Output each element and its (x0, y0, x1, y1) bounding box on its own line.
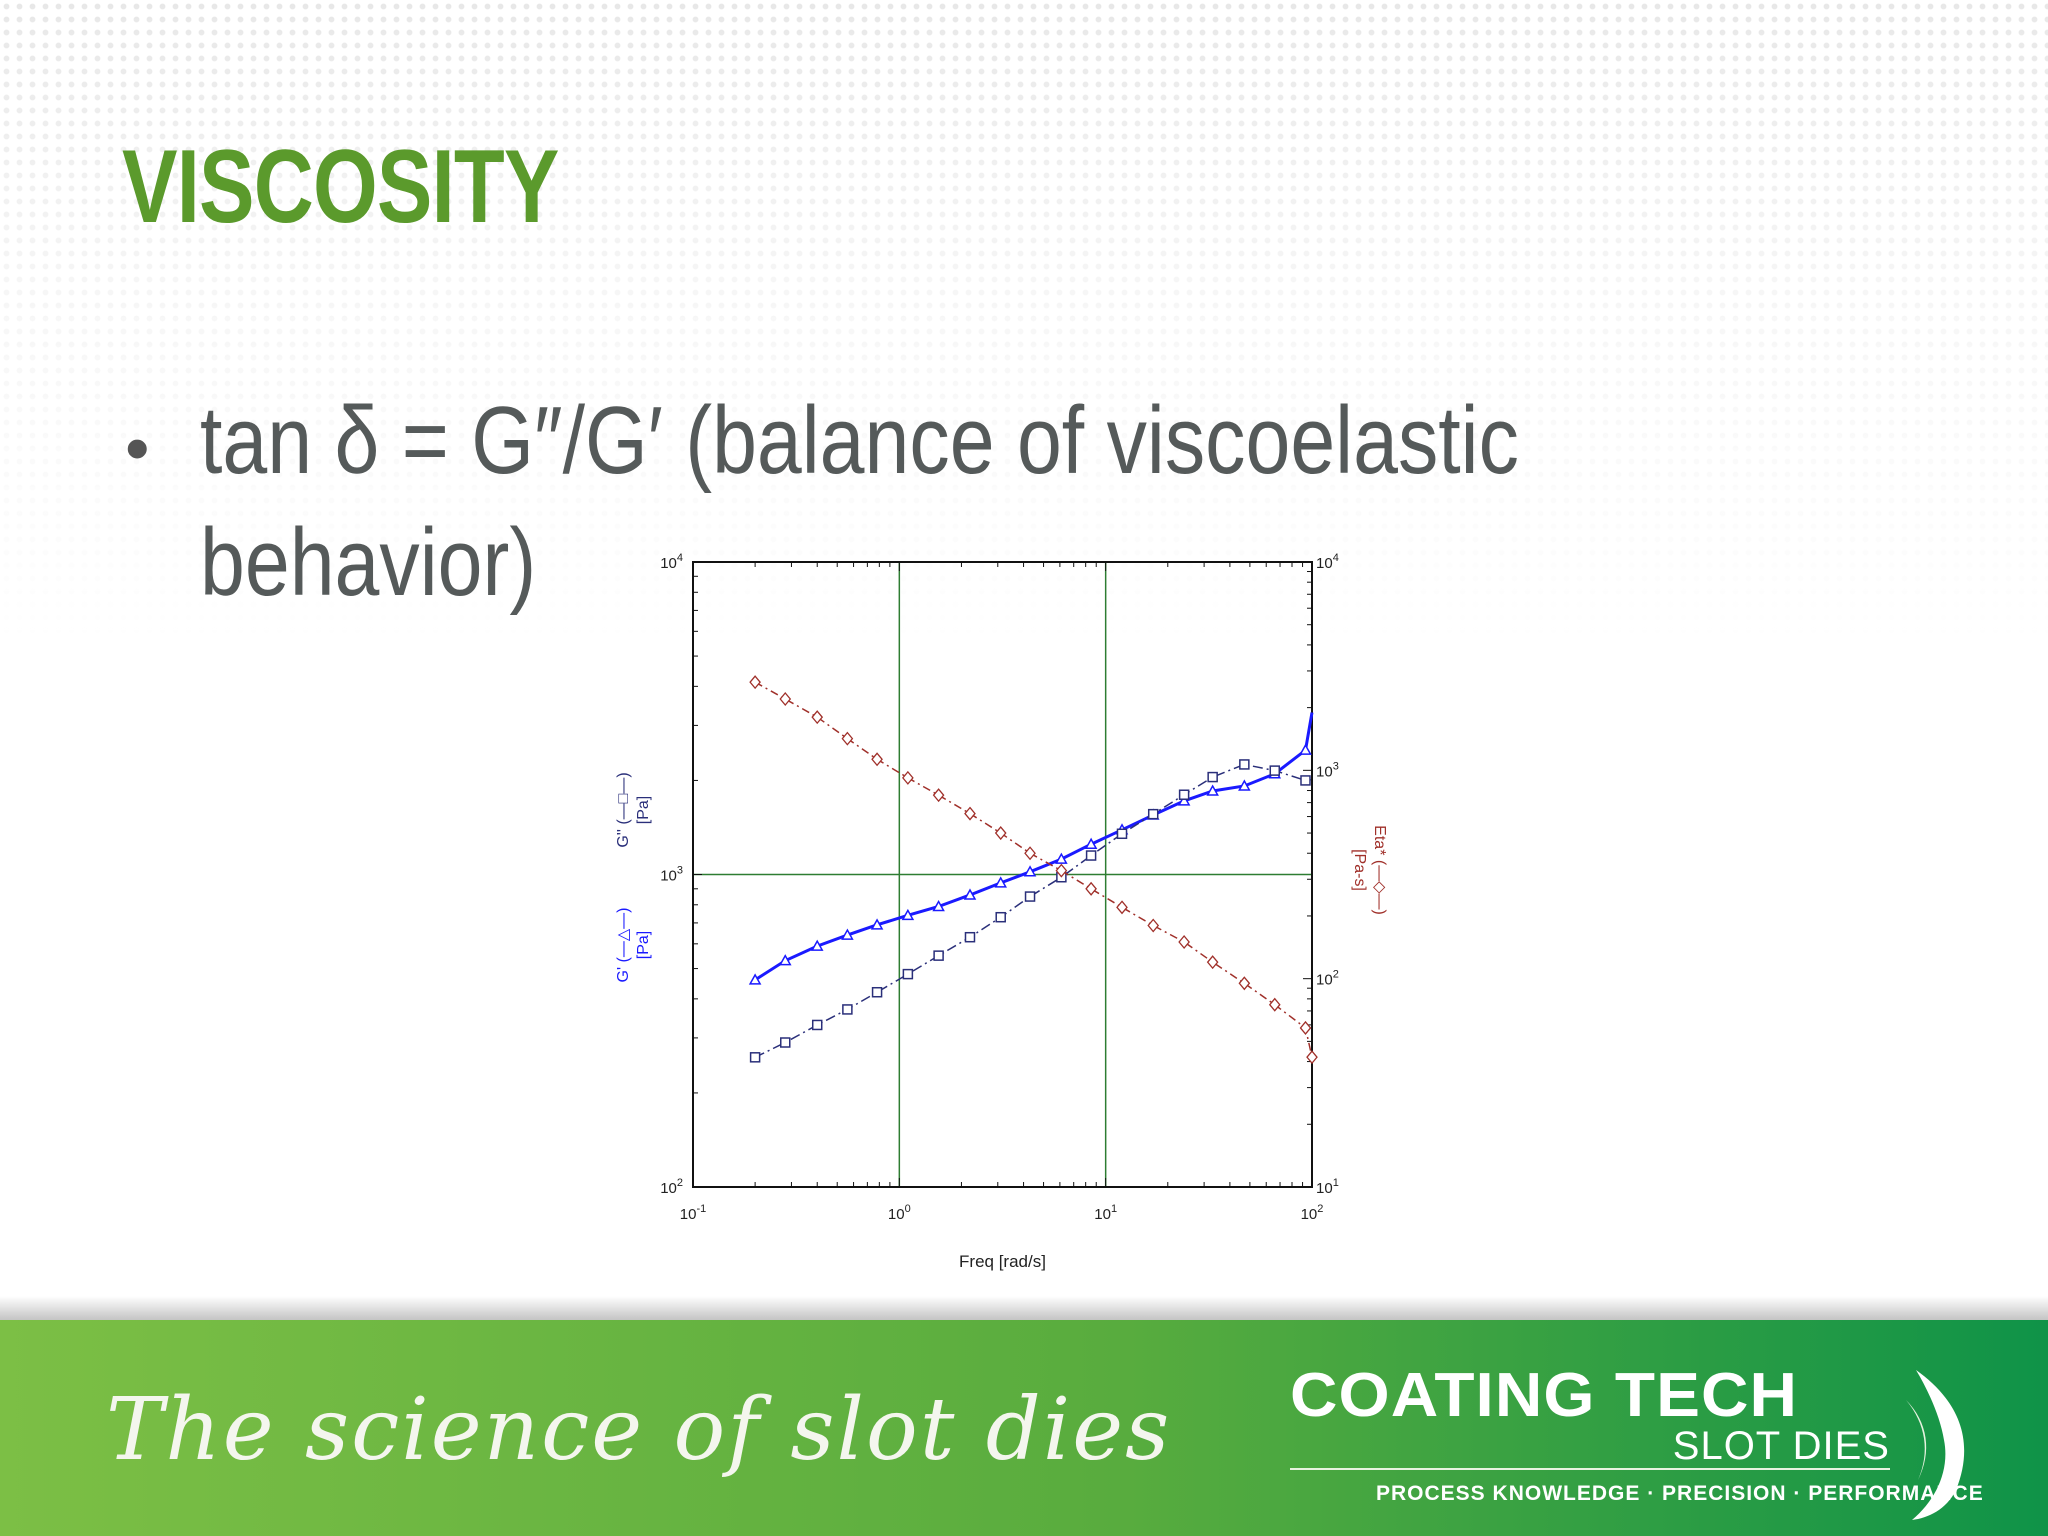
gdoubleprime-point (1147, 808, 1159, 820)
gdoubleprime-point (1085, 850, 1097, 861)
gdoubleprime-point (811, 1019, 823, 1031)
eta-point (932, 788, 945, 803)
eta-point (1206, 955, 1219, 970)
footer-tagline: The science of slot dies (106, 1380, 1172, 1480)
dotted-background (0, 0, 2048, 640)
y-left-tick-label: 104 (660, 552, 683, 572)
gprime-point (1206, 784, 1219, 796)
y-left-axis-label: [Pa] (635, 931, 652, 959)
gdoubleprime-point (933, 950, 944, 961)
gprime-point (1177, 794, 1191, 806)
logo-tagline: PROCESS KNOWLEDGE · PRECISION · PERFORMA… (1376, 1482, 1984, 1505)
y-right-tick-label: 101 (1316, 1177, 1339, 1197)
eta-point (811, 710, 824, 725)
eta-point (1238, 976, 1251, 991)
x-tick-label: 10-1 (680, 1203, 706, 1223)
gdoubleprime-point (871, 986, 883, 998)
y-left-axis-label: G'' (—□—) (615, 772, 632, 847)
gprime-point (748, 973, 762, 985)
gdoubleprime-point (1239, 759, 1250, 770)
y-left-tick-label: 102 (660, 1177, 683, 1197)
gdoubleprime-point (964, 931, 976, 943)
eta-point (902, 770, 914, 785)
gdoubleprime-point (995, 911, 1006, 923)
eta-point (1055, 863, 1068, 878)
gdoubleprime-point (1300, 775, 1311, 786)
eta-point (964, 806, 976, 821)
y-right-tick-label: 104 (1316, 552, 1339, 572)
gprime-point (810, 939, 824, 951)
y-right-tick-label: 103 (1316, 760, 1339, 780)
gprime-point (870, 918, 884, 930)
series-line-gdoubleprime (754, 763, 1306, 1058)
y-right-axis-label: Eta* (—◇—) (1371, 825, 1388, 915)
series-line-gprime (754, 712, 1314, 982)
gdoubleprime-point (1116, 828, 1128, 840)
gdoubleprime-point (1178, 789, 1190, 800)
eta-point (1306, 1050, 1318, 1065)
eta-point (1085, 881, 1097, 896)
viscosity-chart: 10-1 100 101 102 102 103 104 101 102 103 104 Freq [… (615, 552, 1388, 1271)
footer-banner: The science of slot dies COATING TECH SL… (0, 1320, 2048, 1536)
eta-point (1178, 934, 1190, 949)
gdoubleprime-point (780, 1037, 791, 1048)
gprime-point (1238, 779, 1251, 791)
slide-title: VISCOSITY (122, 129, 559, 245)
eta-point (779, 691, 792, 707)
slot-die-logo-icon (1906, 1370, 1965, 1520)
x-tick-label: 100 (888, 1203, 911, 1223)
gdoubleprime-point (1207, 771, 1218, 783)
eta-point (749, 675, 761, 690)
gprime-point (963, 888, 977, 900)
y-left-tick-label: 103 (660, 865, 683, 885)
gdoubleprime-point (1269, 765, 1281, 776)
y-left-axis-label: [Pa] (635, 796, 652, 824)
gdoubleprime-point (842, 1004, 853, 1015)
eta-point (1024, 846, 1036, 861)
x-axis-label: Freq [rad/s] (959, 1252, 1046, 1271)
gprime-point (778, 954, 792, 966)
gprime-point (1084, 837, 1098, 849)
x-tick-label: 102 (1301, 1203, 1324, 1223)
logo-name: COATING TECH (1290, 1361, 1799, 1430)
bullet-text: tan δ = G″/G′ (balance of viscoelastic b… (200, 387, 1519, 616)
eta-point (1299, 1020, 1312, 1035)
gprime-point (994, 876, 1007, 888)
gdoubleprime-point (1024, 891, 1036, 902)
eta-point (871, 752, 883, 767)
gprime-point (1299, 743, 1312, 755)
logo-subtitle: SLOT DIES (1672, 1424, 1890, 1468)
eta-point (841, 731, 854, 746)
x-tick-label: 101 (1094, 1203, 1117, 1223)
gdoubleprime-point (749, 1052, 761, 1063)
eta-point (994, 826, 1007, 841)
company-logo: COATING TECH SLOT DIES PROCESS KNOWLEDGE… (1290, 1360, 1990, 1520)
y-right-tick-label: 102 (1316, 969, 1339, 989)
footer-shadow (0, 1296, 2048, 1322)
series-line-eta (754, 681, 1313, 1058)
gprime-point (1023, 865, 1037, 877)
gprime-point (901, 908, 915, 921)
y-right-axis-label: [Pa-s] (1351, 849, 1368, 891)
eta-point (1268, 997, 1281, 1012)
gprime-point (841, 928, 854, 940)
eta-point (1147, 918, 1160, 933)
gprime-point (1055, 852, 1068, 864)
gprime-point (932, 899, 945, 912)
gdoubleprime-point (902, 968, 914, 980)
logo-divider (1290, 1468, 1890, 1470)
bullet-marker: • (125, 409, 150, 487)
y-left-axis-label: G' (—△—) (615, 908, 632, 983)
eta-point (1116, 900, 1128, 915)
